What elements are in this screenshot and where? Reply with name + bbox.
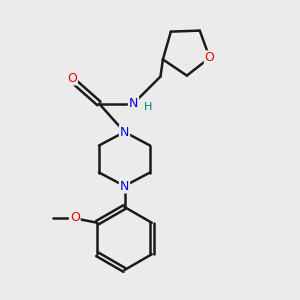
Text: O: O [70, 211, 80, 224]
Text: O: O [67, 71, 77, 85]
Text: H: H [144, 101, 153, 112]
Text: N: N [120, 125, 129, 139]
Text: N: N [120, 179, 129, 193]
Text: N: N [129, 97, 138, 110]
Text: O: O [205, 51, 214, 64]
